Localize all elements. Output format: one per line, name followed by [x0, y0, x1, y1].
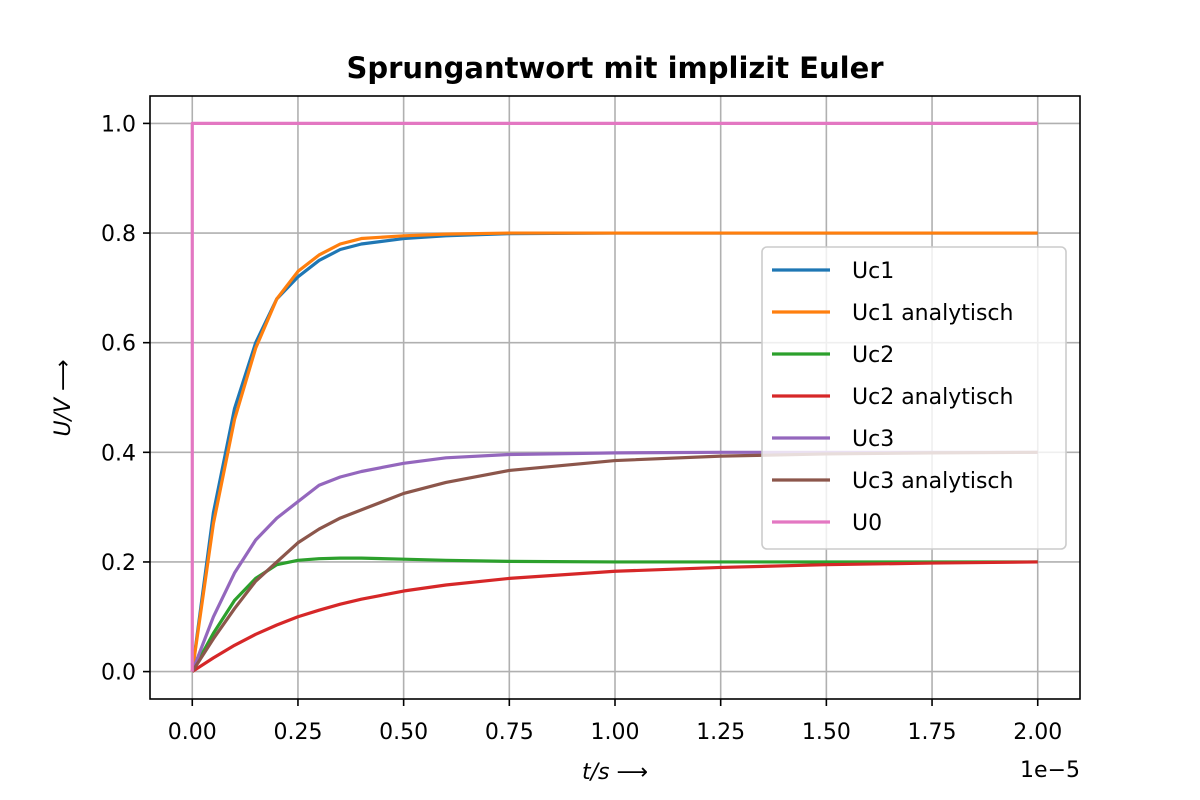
legend-label-uc1: Uc1 [852, 259, 894, 284]
x-axis: 0.00 0.25 0.50 0.75 1.00 1.25 1.50 1.75 2.00 [168, 699, 1062, 745]
y-axis-label: U/V ⟶ [51, 359, 76, 436]
legend-box [761, 246, 1067, 550]
legend-label-uc1-analytisch: Uc1 analytisch [852, 301, 1013, 326]
y-tick-label: 0.2 [101, 551, 136, 576]
x-tick-label: 1.25 [696, 720, 745, 745]
series-line-uc2-analytisch [191, 560, 1038, 673]
legend-label-uc3: Uc3 [852, 427, 894, 452]
x-tick-label: 2.00 [1013, 720, 1062, 745]
series-line-u0 [190, 121, 1038, 672]
y-axis: 0.0 0.2 0.4 0.6 0.8 1.0 [101, 112, 150, 686]
x-tick-label: 1.75 [908, 720, 957, 745]
x-tick-label: 0.00 [168, 720, 217, 745]
y-tick-label: 0.4 [101, 441, 136, 466]
x-tick-label: 1.00 [591, 720, 640, 745]
y-tick-label: 0.0 [101, 661, 136, 686]
series-line-uc2 [190, 556, 1038, 673]
legend: Uc1 Uc1 analytisch Uc2 Uc2 analytisch Uc3 Uc3… [761, 246, 1067, 550]
x-axis-offset-text: 1e−5 [1020, 758, 1080, 783]
y-tick-label: 0.8 [101, 222, 136, 247]
series-line-uc3 [190, 450, 1038, 673]
series-line-uc3-analytisch [190, 450, 1038, 673]
x-axis-label: t/s ⟶ [582, 760, 648, 785]
chart-title: Sprungantwort mit implizit Euler [346, 51, 884, 85]
legend-label-uc2-analytisch: Uc2 analytisch [852, 385, 1013, 410]
x-tick-label: 1.50 [802, 720, 851, 745]
legend-label-uc3-analytisch: Uc3 analytisch [852, 469, 1013, 494]
series-lines [190, 121, 1038, 673]
legend-label-uc2: Uc2 [852, 343, 894, 368]
x-tick-label: 0.50 [379, 720, 428, 745]
x-tick-label: 0.25 [273, 720, 322, 745]
series-line-uc1-analytisch [190, 231, 1038, 672]
legend-label-u0: U0 [852, 511, 882, 536]
x-tick-label: 0.75 [485, 720, 534, 745]
y-tick-label: 1.0 [101, 112, 136, 137]
y-tick-label: 0.6 [101, 332, 136, 357]
